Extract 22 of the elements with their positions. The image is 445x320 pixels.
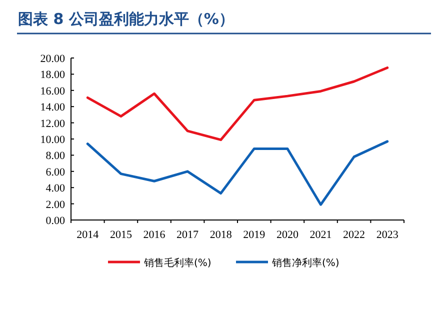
y-tick-label: 4.00 — [46, 182, 66, 195]
x-tick-label: 2016 — [143, 229, 166, 241]
x-tick-label: 2020 — [276, 229, 299, 241]
y-tick-label: 12.00 — [40, 118, 66, 130]
y-tick-label: 18.00 — [40, 69, 66, 82]
y-tick-label: 8.00 — [46, 150, 66, 162]
y-tick-label: 20.00 — [40, 53, 66, 65]
x-tick-label: 2019 — [243, 229, 266, 241]
x-tick-label: 2017 — [176, 229, 200, 241]
y-tick-label: 16.00 — [40, 85, 66, 98]
y-tick-label: 10.00 — [40, 134, 66, 146]
y-tick-label: 14.00 — [40, 102, 66, 114]
x-tick-label: 2015 — [110, 229, 132, 241]
x-tick-label: 2023 — [376, 229, 399, 241]
x-tick-label: 2021 — [310, 229, 332, 241]
x-tick-label: 2014 — [76, 229, 100, 241]
y-tick-label: 0.00 — [46, 215, 66, 227]
x-tick-label: 2022 — [343, 229, 366, 241]
y-tick-label: 2.00 — [46, 198, 66, 211]
title: 图表 8 公司盈利能力水平（%） — [18, 10, 234, 28]
x-tick-label: 2018 — [210, 229, 232, 241]
y-tick-label: 6.00 — [46, 166, 66, 178]
